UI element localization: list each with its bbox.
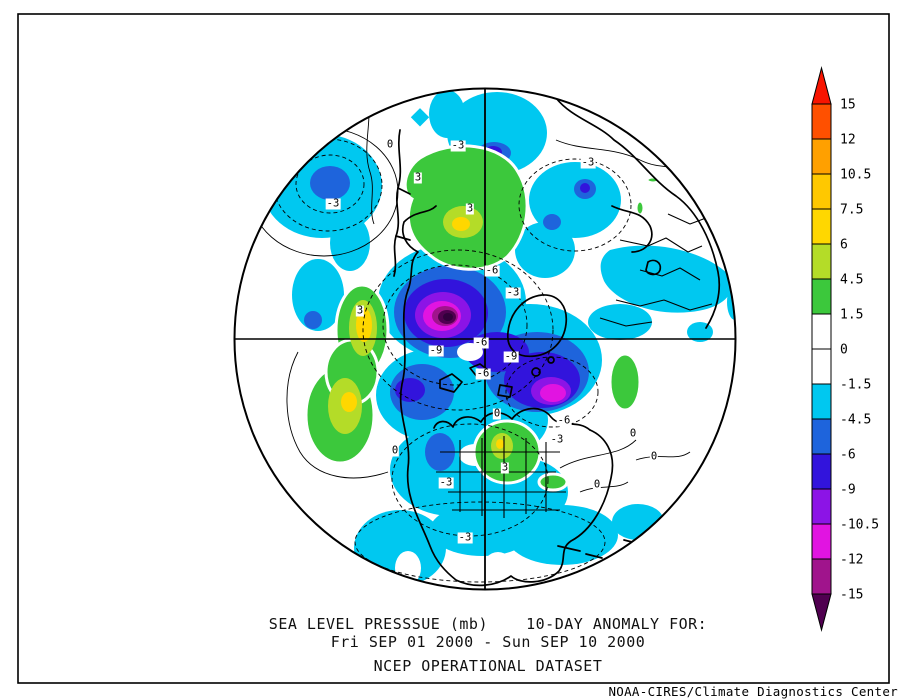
colorbar-segment — [811, 173, 832, 210]
map-boundary-circle — [233, 87, 737, 591]
plot-frame — [17, 13, 890, 684]
colorbar-tick-label: -15 — [840, 588, 863, 603]
colorbar-segment — [811, 488, 832, 525]
colorbar-segment — [811, 208, 832, 245]
colorbar-tick-label: 10.5 — [840, 168, 871, 183]
colorbar-tick-label: -6 — [840, 448, 856, 463]
colorbar-segment — [811, 383, 832, 420]
colorbar-segment — [811, 418, 832, 455]
dataset-label: NCEP OPERATIONAL DATASET — [373, 657, 603, 675]
credit-line: NOAA-CIRES/Climate Diagnostics Center — [608, 684, 898, 699]
colorbar-tick-label: 15 — [840, 98, 856, 113]
colorbar-segment — [811, 453, 832, 490]
colorbar-tick-label: 0 — [840, 343, 848, 358]
plot-title: SEA LEVEL PRESSSUE (mb) 10-DAY ANOMALY F… — [268, 615, 708, 633]
colorbar-tick-label: -9 — [840, 483, 856, 498]
colorbar-tick-label: 4.5 — [840, 273, 863, 288]
colorbar-segment — [811, 243, 832, 280]
plot-date-range: Fri SEP 01 2000 - Sun SEP 10 2000 — [330, 633, 646, 651]
colorbar-legend: 15 12 10.5 7.5 6 4.5 1.5 0 -1.5 -4.5 -6 -9 -10.5 -12 -… — [811, 66, 879, 632]
colorbar-tick-label: 7.5 — [840, 203, 863, 218]
colorbar-over-arrow — [811, 66, 832, 105]
colorbar-segment — [811, 523, 832, 560]
colorbar-tick-label: -4.5 — [840, 413, 871, 428]
gold-anomaly-regions — [341, 217, 504, 449]
colorbar-segment — [811, 138, 832, 175]
colorbar-tick-label: 12 — [840, 133, 856, 148]
contour-lines — [249, 99, 691, 583]
colorbar-tick-label: -1.5 — [840, 378, 871, 393]
colorbar-segment — [811, 558, 832, 595]
colorbar-segment — [811, 348, 832, 385]
colorbar-tick-label: -12 — [840, 553, 863, 568]
coastlines — [393, 97, 721, 587]
colorbar-tick-label: -10.5 — [840, 518, 879, 533]
anomaly-field — [249, 90, 736, 588]
colorbar-tick-label: 6 — [840, 238, 848, 253]
colorbar-tick-label: 1.5 — [840, 308, 863, 323]
colorbar-segment — [811, 103, 832, 140]
colorbar-segment — [811, 313, 832, 350]
colorbar-segment — [811, 278, 832, 315]
deep-low-cores — [432, 306, 458, 326]
colorbar-under-arrow — [811, 593, 832, 632]
